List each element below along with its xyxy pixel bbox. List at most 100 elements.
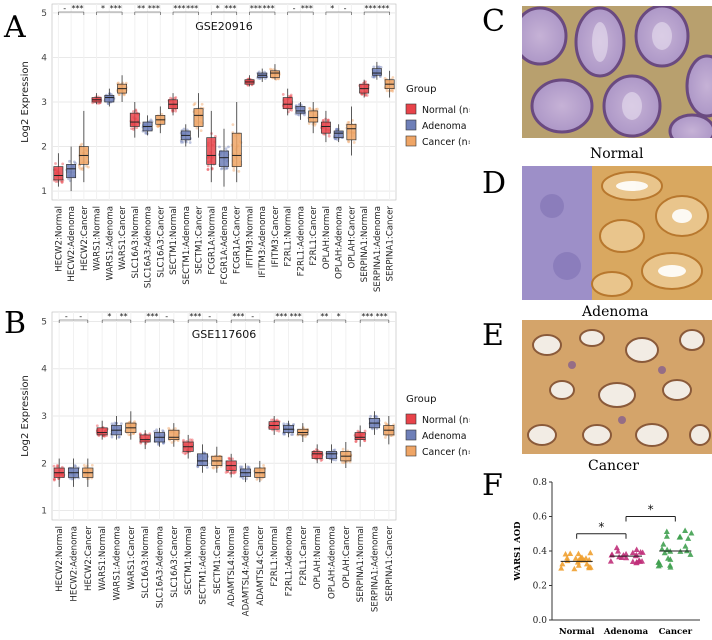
box	[311, 451, 323, 459]
data-point	[333, 448, 337, 452]
x-tick-label: SECTM1:Adenoma	[182, 206, 192, 285]
data-point	[559, 560, 566, 567]
data-point	[347, 139, 350, 143]
x-tick-label: Cancer	[659, 627, 693, 637]
data-point	[297, 103, 301, 107]
data-point	[240, 465, 244, 469]
data-point	[56, 463, 59, 467]
data-point	[354, 440, 358, 443]
x-tick-label: OPLAH:Normal	[322, 206, 332, 269]
data-point	[106, 102, 110, 105]
panel-label-f: F	[482, 468, 503, 503]
data-point	[224, 471, 228, 474]
data-point	[132, 128, 135, 131]
data-point	[171, 108, 174, 112]
y-tick-label: 0.6	[533, 513, 548, 523]
significance-label: ***	[263, 4, 275, 13]
data-point	[607, 558, 614, 564]
data-point	[218, 145, 221, 149]
x-tick-label: SERPINA1:Adenoma	[373, 206, 383, 292]
data-point	[188, 141, 192, 144]
data-point	[629, 549, 636, 556]
data-point	[629, 558, 636, 565]
x-tick-label: SECTM1:Cancer	[213, 526, 223, 595]
data-point	[227, 456, 231, 460]
x-tick-label: WARS1:Cancer	[127, 526, 137, 590]
legend-title: Group	[406, 394, 436, 405]
data-point	[139, 441, 143, 445]
data-point	[54, 162, 57, 165]
data-point	[667, 564, 674, 570]
data-point	[241, 477, 245, 480]
x-tick-label: OPLAH:Adenoma	[328, 526, 338, 599]
micrograph-e	[522, 320, 712, 454]
data-point	[195, 126, 199, 130]
data-point	[246, 465, 250, 469]
data-point	[378, 75, 382, 79]
box	[346, 123, 357, 141]
data-point	[231, 471, 235, 474]
data-point	[334, 127, 338, 131]
data-point	[174, 427, 177, 430]
data-point	[364, 80, 367, 84]
x-tick-label: HECW2:Normal	[55, 526, 65, 592]
y-tick-label: 1	[41, 507, 47, 517]
data-point	[131, 110, 135, 113]
legend-label: Cancer (n=74)	[422, 447, 470, 458]
data-point	[153, 429, 157, 433]
panel-label-e: E	[482, 318, 504, 353]
data-point	[127, 433, 131, 437]
x-tick-label: FCGR1A:Cancer	[233, 206, 243, 274]
data-point	[73, 160, 76, 164]
data-point	[384, 436, 387, 439]
data-point	[352, 141, 356, 144]
data-point	[390, 88, 394, 92]
x-tick-label: SECTM1:Cancer	[195, 206, 205, 275]
micrograph-e-image	[522, 320, 712, 454]
data-point	[144, 130, 148, 134]
box	[206, 137, 217, 165]
box	[168, 429, 180, 440]
data-point	[326, 118, 330, 122]
data-point	[227, 145, 230, 149]
data-point	[257, 70, 261, 74]
data-point	[663, 533, 670, 539]
data-point	[314, 107, 318, 111]
data-point	[60, 180, 64, 184]
legend-label: Adenoma (n=45)	[422, 121, 470, 132]
panel-label-b: B	[4, 306, 27, 341]
significance-label: ***	[377, 4, 389, 13]
data-point	[188, 438, 192, 442]
data-point	[374, 414, 378, 418]
data-point	[110, 435, 114, 439]
x-tick-label: SLC16A3:Cancer	[156, 206, 166, 278]
data-point	[157, 123, 161, 127]
data-point	[385, 422, 389, 426]
legend-swatch	[405, 119, 417, 131]
data-point	[247, 465, 251, 469]
data-point	[297, 113, 301, 117]
data-point	[124, 81, 128, 85]
data-point	[327, 134, 331, 138]
data-point	[303, 113, 306, 117]
data-point	[167, 426, 171, 430]
data-point	[372, 75, 376, 79]
data-point	[224, 147, 228, 151]
data-point	[56, 464, 60, 468]
data-point	[169, 96, 172, 100]
chart-title: GSE117606	[192, 328, 256, 341]
data-point	[90, 463, 94, 467]
data-point	[677, 533, 684, 540]
data-point	[122, 93, 126, 97]
significance-label: ***	[173, 4, 185, 13]
data-point	[663, 528, 670, 534]
data-point	[347, 140, 351, 144]
data-point	[232, 471, 236, 475]
x-tick-label: OPLAH:Normal	[313, 526, 323, 589]
data-point	[225, 166, 229, 170]
data-point	[685, 535, 692, 541]
data-point	[575, 550, 582, 557]
data-point	[333, 137, 337, 141]
data-point	[60, 180, 64, 184]
y-axis-label: Log2 Expression	[20, 61, 31, 143]
